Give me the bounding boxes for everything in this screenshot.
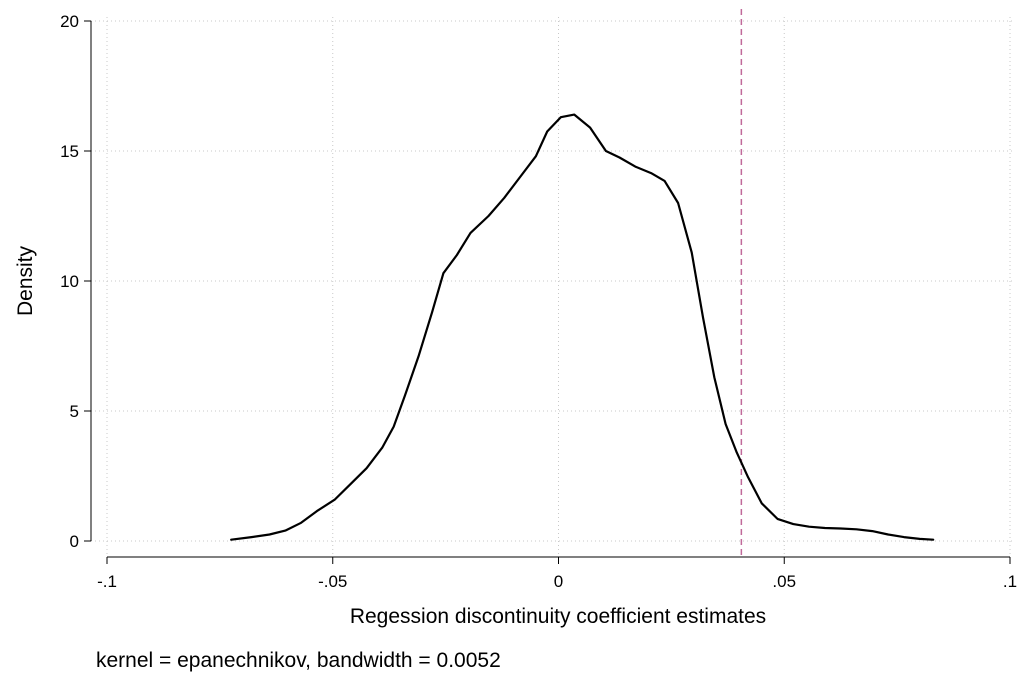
- x-tick-label: .1: [1003, 572, 1017, 591]
- y-tick-label: 5: [70, 402, 79, 421]
- x-tick-label: -.05: [318, 572, 347, 591]
- x-tick-label: -.1: [97, 572, 117, 591]
- kernel-note: kernel = epanechnikov, bandwidth = 0.005…: [96, 649, 501, 672]
- axes: 0 5 10 15 20 -.1 -.05 0 .05 .1: [60, 12, 1017, 591]
- x-axis-title: Regession discontinuity coefficient esti…: [350, 605, 766, 628]
- density-curve: [230, 113, 935, 541]
- y-tick-label: 15: [60, 142, 79, 161]
- x-tick-label: 0: [554, 572, 563, 591]
- y-tick-label: 20: [60, 12, 79, 31]
- y-axis-title: Density: [14, 245, 37, 316]
- y-tick-label: 0: [70, 532, 79, 551]
- y-tick-label: 10: [60, 272, 79, 291]
- series-layer: [230, 113, 935, 541]
- x-tick-label: .05: [772, 572, 796, 591]
